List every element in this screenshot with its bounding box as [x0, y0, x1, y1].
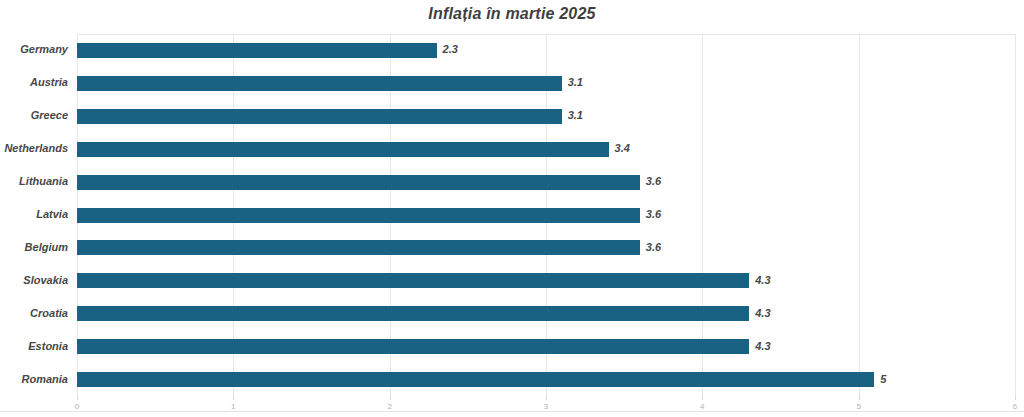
axis-tick-label: 3 [544, 402, 548, 411]
bar [77, 339, 749, 354]
axis-tick-mark [859, 396, 860, 400]
category-label: Slovakia [0, 274, 68, 287]
axis-tick-mark [702, 396, 703, 400]
bar [77, 76, 562, 91]
category-label: Austria [0, 76, 68, 89]
value-label: 3.6 [646, 241, 661, 254]
axis-tick-mark [390, 396, 391, 400]
category-label: Croatia [0, 307, 68, 320]
value-label: 3.4 [615, 142, 630, 155]
bar [77, 175, 640, 190]
bar [77, 208, 640, 223]
bar [77, 306, 749, 321]
category-label: Greece [0, 109, 68, 122]
gridline [1015, 34, 1016, 396]
chart-title: Inflația în martie 2025 [0, 5, 1024, 23]
axis-tick-mark [77, 396, 78, 400]
axis-tick-mark [546, 396, 547, 400]
category-label: Netherlands [0, 142, 68, 155]
bar [77, 109, 562, 124]
axis-tick-label: 6 [1013, 402, 1017, 411]
value-label: 4.3 [755, 274, 770, 287]
chart-bottom-border [0, 411, 1024, 412]
axis-tick-label: 2 [387, 402, 391, 411]
value-label: 4.3 [755, 307, 770, 320]
bar [77, 142, 609, 157]
value-label: 3.1 [568, 109, 583, 122]
category-label: Romania [0, 373, 68, 386]
bar [77, 43, 437, 58]
category-label: Lithuania [0, 175, 68, 188]
inflation-bar-chart: Inflația în martie 2025 0123456 Germany … [0, 0, 1024, 417]
gridline [859, 34, 860, 396]
value-label: 3.6 [646, 175, 661, 188]
value-label: 2.3 [443, 43, 458, 56]
bar [77, 372, 874, 387]
value-label: 4.3 [755, 340, 770, 353]
value-label: 5 [880, 373, 886, 386]
bar [77, 240, 640, 255]
axis-tick-mark [1015, 396, 1016, 400]
axis-tick-label: 5 [856, 402, 860, 411]
category-label: Latvia [0, 208, 68, 221]
bar [77, 273, 749, 288]
category-label: Germany [0, 43, 68, 56]
axis-tick-label: 1 [231, 402, 235, 411]
value-label: 3.6 [646, 208, 661, 221]
category-label: Belgium [0, 241, 68, 254]
category-label: Estonia [0, 340, 68, 353]
axis-tick-label: 4 [700, 402, 704, 411]
axis-tick-mark [233, 396, 234, 400]
value-label: 3.1 [568, 76, 583, 89]
axis-tick-label: 0 [75, 402, 79, 411]
